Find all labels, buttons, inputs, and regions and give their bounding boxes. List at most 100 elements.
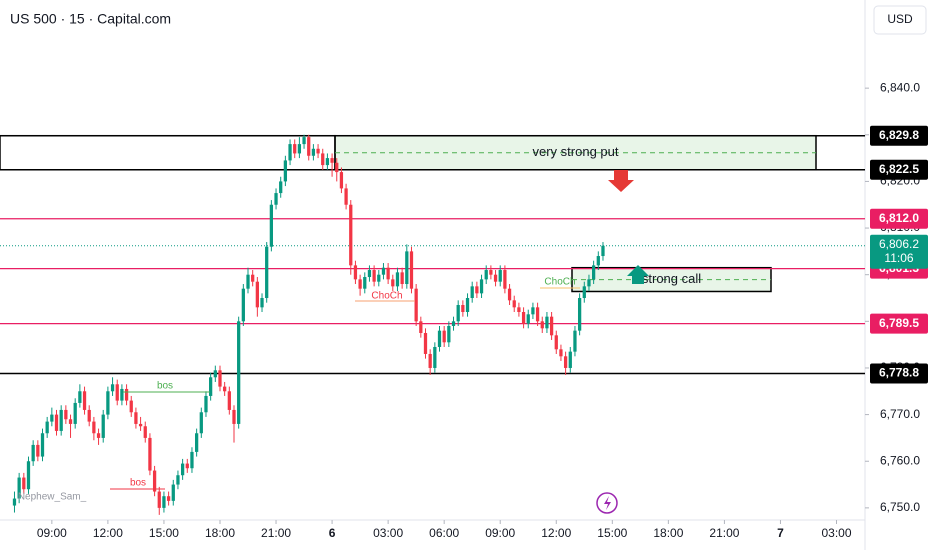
currency-button[interactable] <box>873 5 927 35</box>
candle-body <box>101 414 105 438</box>
candle-body <box>138 423 143 427</box>
candle-body <box>45 421 49 434</box>
candle-body <box>241 288 245 322</box>
candle-body <box>50 414 54 422</box>
level-label-box <box>870 208 928 229</box>
candle-body <box>246 274 250 289</box>
candle-body <box>316 148 320 154</box>
candle-body <box>601 245 605 257</box>
candle-body <box>302 137 306 145</box>
level-label: 6,778.8 <box>879 366 919 380</box>
candle-body <box>512 300 516 308</box>
candle-body <box>330 158 334 163</box>
candle-body <box>475 286 479 294</box>
candle-body <box>559 349 563 357</box>
candle-body <box>456 305 460 322</box>
overlay <box>110 170 649 514</box>
candle-body <box>311 148 316 156</box>
candle-body <box>129 400 133 413</box>
candle-body <box>227 391 231 410</box>
candle-body <box>549 316 554 336</box>
x-tick-label: 12:00 <box>541 526 571 540</box>
candle-body <box>54 414 59 431</box>
candle-body <box>255 281 259 308</box>
candle-body <box>470 286 474 299</box>
candle-body <box>349 204 353 266</box>
level-label: 6,789.5 <box>879 316 919 330</box>
candle-body <box>517 307 521 312</box>
candle-body <box>166 496 171 501</box>
x-tick-label: 18:00 <box>653 526 683 540</box>
level-label-box <box>870 125 928 146</box>
candle-body <box>269 204 273 247</box>
candle-body <box>395 272 400 287</box>
candle-body <box>344 188 348 205</box>
up-arrow <box>627 265 649 284</box>
chart-title: US 500 · 15 · Capital.com <box>10 11 171 27</box>
candle-body <box>223 386 227 392</box>
candle-body <box>307 137 311 156</box>
y-tick-label: 6,760.0 <box>880 453 920 467</box>
candle-body <box>134 412 138 424</box>
x-tick-label: 03:00 <box>821 526 851 540</box>
candle-body <box>40 433 45 457</box>
candle-body <box>400 272 404 285</box>
annotation: Nephew_Sam_ <box>18 492 87 503</box>
candle-body <box>498 270 502 282</box>
x-tick-label: 18:00 <box>205 526 235 540</box>
candle-body <box>325 158 330 166</box>
x-tick-label: 21:00 <box>709 526 739 540</box>
candle-body <box>36 444 40 457</box>
annotation: bos <box>130 478 146 489</box>
candle-body <box>180 463 185 476</box>
candle-body <box>213 370 217 378</box>
candle-body <box>353 265 358 280</box>
candle-body <box>157 491 161 508</box>
candle-body <box>274 193 278 205</box>
candle-body <box>78 391 82 403</box>
candle-body <box>143 426 147 438</box>
candle-body <box>577 298 582 331</box>
candle-body <box>381 267 386 275</box>
candle-body <box>194 433 199 452</box>
candle-body <box>190 451 194 469</box>
x-tick-label: 6 <box>329 526 336 540</box>
level-label: 6,812.0 <box>879 211 919 225</box>
event-icon[interactable] <box>596 492 618 514</box>
y-tick-label: 6,750.0 <box>880 500 920 514</box>
candle-body <box>563 356 568 368</box>
candle-body <box>87 409 91 422</box>
candle-body <box>110 384 115 392</box>
candle-body <box>297 144 302 154</box>
candle-body <box>428 353 432 368</box>
candle-body <box>162 496 166 508</box>
candle-body <box>405 251 409 285</box>
candle-body <box>120 388 124 401</box>
y-tick-label: 6,840.0 <box>880 80 920 94</box>
last-price-box <box>870 234 928 269</box>
candle-body <box>484 270 488 280</box>
candle-body <box>68 419 73 424</box>
candle-body <box>377 274 381 282</box>
candle-body <box>503 270 507 289</box>
x-tick-label: 09:00 <box>485 526 515 540</box>
level-label-box <box>870 313 928 334</box>
candle-body <box>218 370 222 387</box>
candle-body <box>461 305 465 312</box>
x-tick-label: 06:00 <box>429 526 459 540</box>
level-label: 6,822.5 <box>879 162 919 176</box>
candle-body <box>148 437 152 471</box>
last-price-label: 6,806.2 <box>879 237 919 251</box>
candle-body <box>335 162 339 173</box>
candle-body <box>152 470 157 492</box>
candle-body <box>204 395 208 413</box>
x-tick-label: 15:00 <box>597 526 627 540</box>
candle-body <box>115 384 119 401</box>
candle-body <box>339 172 344 189</box>
candle-body <box>531 307 535 315</box>
candle-body <box>521 312 526 324</box>
candle-body <box>59 409 63 431</box>
candle-body <box>82 391 87 410</box>
